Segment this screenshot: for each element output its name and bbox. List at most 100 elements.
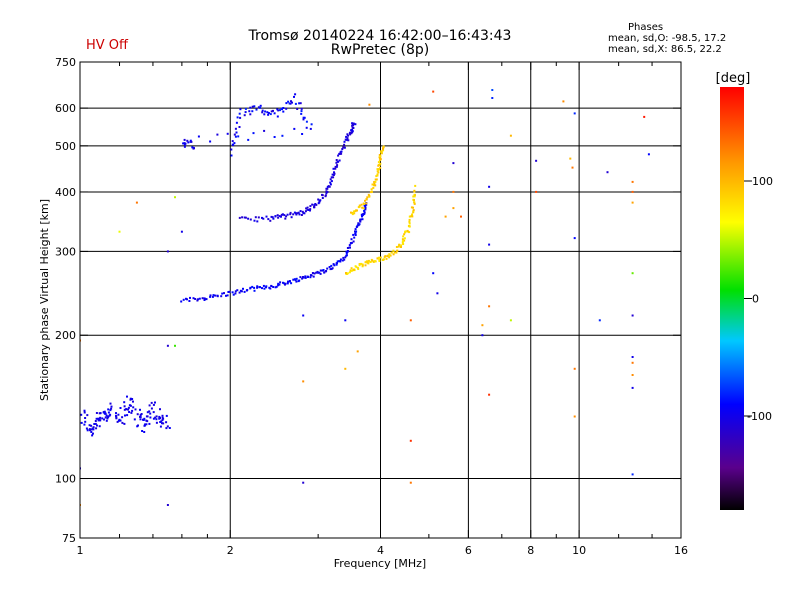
trace-point xyxy=(373,260,376,263)
trace-point xyxy=(299,210,302,213)
trace-point xyxy=(283,282,285,285)
trace-point xyxy=(236,116,239,119)
trace-point xyxy=(342,256,345,259)
trace-point xyxy=(339,258,342,261)
trace-point xyxy=(367,193,370,196)
trace-point xyxy=(377,168,380,171)
trace-point xyxy=(413,202,416,205)
trace-point xyxy=(118,418,121,421)
trace-point xyxy=(252,132,255,135)
trace-point xyxy=(205,298,208,301)
trace-point xyxy=(303,212,306,215)
trace-point xyxy=(311,272,314,274)
trace-point xyxy=(190,140,193,143)
trace-point xyxy=(94,422,97,425)
phases-x-mode-stats: mean, sd,X: 86.5, 22.2 xyxy=(608,44,722,55)
trace-point xyxy=(377,163,380,166)
trace-point xyxy=(89,429,91,432)
trace-point xyxy=(295,277,298,280)
trace-point xyxy=(183,143,186,146)
trace-point xyxy=(189,139,192,142)
trace-point xyxy=(350,269,353,272)
trace-point xyxy=(126,395,128,398)
trace-point xyxy=(313,206,316,209)
trace-point xyxy=(356,209,358,212)
trace-point xyxy=(107,408,110,411)
trace-point xyxy=(317,198,320,201)
trace-point xyxy=(203,299,206,301)
trace-point xyxy=(272,217,275,220)
trace-point xyxy=(230,154,233,157)
trace-point xyxy=(142,419,145,421)
trace-point xyxy=(376,257,379,260)
trace-point xyxy=(300,107,303,110)
scatter-point xyxy=(509,134,512,137)
trace-point xyxy=(121,421,124,424)
scatter-point xyxy=(573,237,576,240)
trace-point xyxy=(262,284,265,287)
trace-point xyxy=(285,107,288,110)
colorbar-tick-label: 0 xyxy=(752,293,759,306)
trace-point xyxy=(348,244,351,247)
scatter-point xyxy=(631,314,634,317)
trace-point xyxy=(345,138,348,141)
y-axis-label: Stationary phase Virtual Height [km] xyxy=(38,199,51,401)
scatter-point xyxy=(452,190,455,193)
trace-point xyxy=(123,401,126,404)
trace-point xyxy=(203,297,206,300)
scatter-point xyxy=(573,415,576,418)
trace-point xyxy=(315,271,318,274)
trace-point xyxy=(325,192,328,195)
trace-point xyxy=(194,298,197,300)
trace-point xyxy=(330,176,333,179)
trace-point xyxy=(277,109,280,112)
trace-point xyxy=(378,258,381,261)
trace-point xyxy=(306,208,309,211)
trace-point xyxy=(303,116,306,119)
trace-point xyxy=(351,129,354,131)
trace-point xyxy=(125,408,128,411)
trace-point xyxy=(317,271,320,274)
trace-point xyxy=(322,269,325,271)
trace-point xyxy=(414,184,417,187)
hv-status-label: HV Off xyxy=(86,38,128,53)
trace-point xyxy=(406,229,409,232)
trace-point xyxy=(253,286,256,289)
trace-point xyxy=(291,101,293,104)
trace-point xyxy=(280,215,282,218)
trace-point xyxy=(134,408,137,411)
trace-point xyxy=(364,199,366,202)
trace-point xyxy=(274,215,277,218)
trace-point xyxy=(238,216,241,219)
trace-point xyxy=(278,215,281,218)
trace-point xyxy=(161,414,164,417)
trace-point xyxy=(364,264,367,267)
trace-point xyxy=(159,425,162,428)
trace-point xyxy=(368,260,370,263)
trace-point xyxy=(119,419,122,422)
trace-point xyxy=(398,243,401,246)
trace-point xyxy=(378,260,381,262)
trace-point xyxy=(288,280,291,282)
trace-point xyxy=(256,286,259,289)
trace-point xyxy=(115,415,118,418)
trace-point xyxy=(191,146,194,149)
trace-point xyxy=(264,110,267,113)
trace-point xyxy=(265,215,268,218)
trace-point xyxy=(284,283,286,286)
trace-point xyxy=(378,154,381,156)
trace-point xyxy=(328,185,331,188)
trace-point xyxy=(379,157,381,159)
trace-point xyxy=(326,187,329,190)
trace-point xyxy=(408,231,411,234)
trace-point xyxy=(281,134,284,137)
scatter-point xyxy=(573,367,576,370)
trace-point xyxy=(319,199,322,202)
trace-point xyxy=(276,108,279,111)
trace-point xyxy=(361,206,364,209)
trace-point xyxy=(363,211,366,214)
trace-point xyxy=(197,135,200,138)
trace-point xyxy=(403,237,406,240)
trace-point xyxy=(146,420,149,423)
trace-point xyxy=(91,434,94,437)
